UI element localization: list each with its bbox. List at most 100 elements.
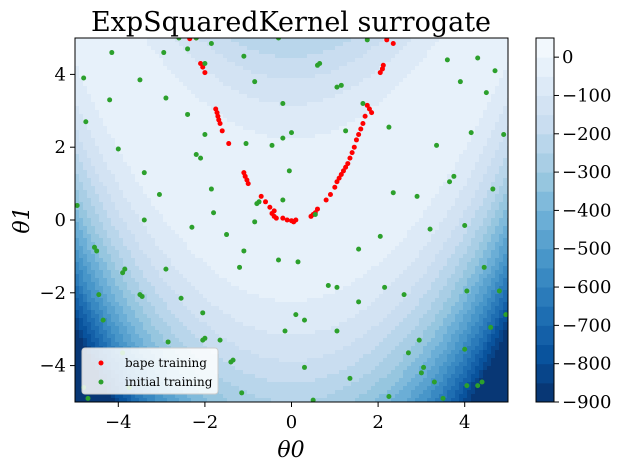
contour-cell <box>111 246 116 251</box>
contour-cell <box>147 90 152 95</box>
contour-cell <box>167 274 172 279</box>
contour-cell <box>231 130 236 135</box>
contour-cell <box>211 166 216 171</box>
contour-cell <box>175 266 180 271</box>
contour-cell <box>283 394 288 399</box>
contour-cell <box>227 298 232 303</box>
contour-cell <box>159 130 164 135</box>
contour-cell <box>259 38 264 43</box>
contour-cell <box>135 234 140 239</box>
contour-cell <box>79 98 84 103</box>
contour-cell <box>211 290 216 295</box>
contour-cell <box>179 230 184 235</box>
contour-cell <box>287 262 292 267</box>
contour-cell <box>271 86 276 91</box>
contour-cell <box>123 190 128 195</box>
contour-cell <box>175 334 180 339</box>
contour-cell <box>119 246 124 251</box>
contour-cell <box>99 254 104 259</box>
contour-cell <box>107 170 112 175</box>
contour-cell <box>203 342 208 347</box>
contour-cell <box>195 98 200 103</box>
contour-cell <box>191 74 196 79</box>
contour-cell <box>203 162 208 167</box>
contour-cell <box>207 142 212 147</box>
contour-cell <box>255 170 260 175</box>
contour-cell <box>259 254 264 259</box>
contour-cell <box>203 298 208 303</box>
contour-cell <box>223 94 228 99</box>
contour-cell <box>219 298 224 303</box>
contour-cell <box>151 174 156 179</box>
contour-cell <box>119 122 124 127</box>
contour-cell <box>175 282 180 287</box>
contour-cell <box>215 298 220 303</box>
contour-cell <box>247 126 252 131</box>
contour-cell <box>87 326 92 331</box>
contour-cell <box>215 330 220 335</box>
contour-cell <box>127 294 132 299</box>
contour-cell <box>171 262 176 267</box>
contour-cell <box>127 250 132 255</box>
contour-cell <box>167 130 172 135</box>
contour-cell <box>187 306 192 311</box>
contour-cell <box>131 214 136 219</box>
contour-cell <box>127 174 132 179</box>
contour-cell <box>115 202 120 207</box>
contour-cell <box>159 106 164 111</box>
contour-cell <box>267 374 272 379</box>
contour-cell <box>175 318 180 323</box>
contour-cell <box>107 50 112 55</box>
contour-cell <box>171 334 176 339</box>
contour-cell <box>75 190 80 195</box>
contour-cell <box>235 350 240 355</box>
contour-cell <box>115 150 120 155</box>
contour-cell <box>287 310 292 315</box>
contour-cell <box>83 102 88 107</box>
contour-cell <box>183 146 188 151</box>
contour-cell <box>235 98 240 103</box>
contour-cell <box>155 326 160 331</box>
contour-cell <box>171 178 176 183</box>
contour-cell <box>127 162 132 167</box>
contour-cell <box>123 182 128 187</box>
contour-cell <box>183 42 188 47</box>
contour-cell <box>107 182 112 187</box>
contour-cell <box>79 362 84 367</box>
contour-cell <box>95 282 100 287</box>
contour-cell <box>147 162 152 167</box>
contour-cell <box>247 282 252 287</box>
contour-cell <box>199 130 204 135</box>
contour-cell <box>151 274 156 279</box>
contour-cell <box>107 146 112 151</box>
contour-cell <box>123 134 128 139</box>
contour-cell <box>223 134 228 139</box>
contour-cell <box>267 146 272 151</box>
contour-cell <box>267 202 272 207</box>
contour-cell <box>103 234 108 239</box>
contour-cell <box>255 58 260 63</box>
contour-cell <box>215 54 220 59</box>
contour-cell <box>251 182 256 187</box>
contour-cell <box>91 54 96 59</box>
contour-cell <box>275 274 280 279</box>
contour-cell <box>231 142 236 147</box>
contour-cell <box>219 262 224 267</box>
contour-cell <box>271 230 276 235</box>
contour-cell <box>75 42 80 47</box>
contour-cell <box>283 170 288 175</box>
contour-cell <box>167 118 172 123</box>
contour-cell <box>187 334 192 339</box>
contour-cell <box>203 138 208 143</box>
contour-cell <box>143 110 148 115</box>
contour-cell <box>223 278 228 283</box>
contour-cell <box>167 38 172 43</box>
contour-cell <box>235 286 240 291</box>
contour-cell <box>103 186 108 191</box>
contour-cell <box>291 162 296 167</box>
contour-cell <box>95 334 100 339</box>
contour-cell <box>243 130 248 135</box>
contour-cell <box>187 270 192 275</box>
contour-cell <box>83 86 88 91</box>
contour-cell <box>275 354 280 359</box>
